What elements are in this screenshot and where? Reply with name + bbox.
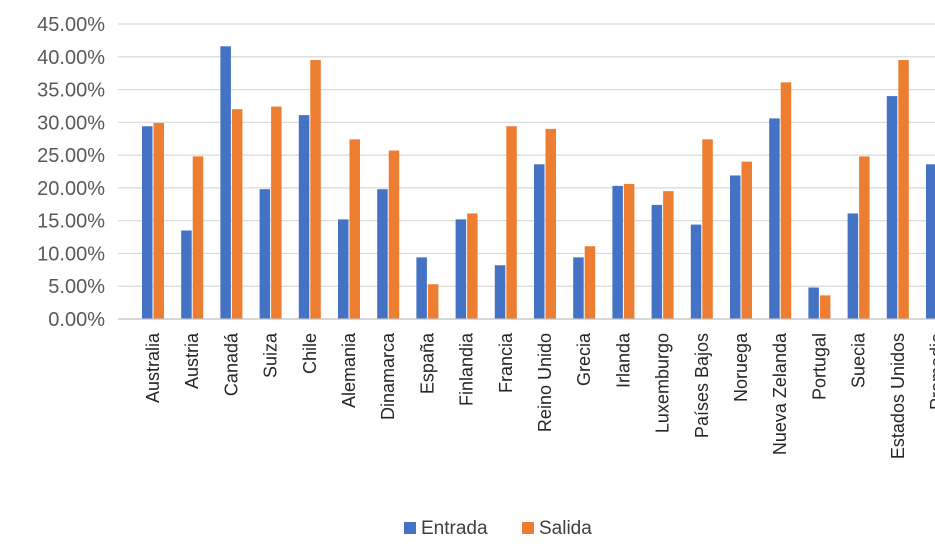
y-tick-label: 20.00% — [37, 178, 105, 200]
bar-salida-7 — [427, 284, 439, 319]
y-tick-label: 25.00% — [37, 145, 105, 167]
x-tick-label: Portugal — [809, 333, 829, 400]
bar-salida-19 — [898, 60, 909, 320]
bar-entrada-10 — [534, 164, 545, 319]
bar-salida-9 — [506, 126, 517, 320]
bar-salida-17 — [819, 295, 831, 319]
x-tick-label: Noruega — [731, 332, 751, 402]
bar-entrada-5 — [338, 219, 349, 319]
y-tick-label: 5.00% — [48, 276, 105, 298]
y-tick-label: 0.00% — [48, 309, 105, 331]
x-tick-label: Suiza — [261, 332, 281, 378]
x-tick-label: España — [417, 332, 437, 394]
x-tick-label: Australia — [143, 332, 163, 403]
x-tick-label: Promedio — [927, 333, 935, 410]
x-tick-label: Reino Unido — [535, 333, 555, 432]
bar-entrada-18 — [847, 213, 859, 319]
bar-salida-13 — [663, 191, 674, 319]
bar-salida-1 — [192, 156, 204, 319]
bar-salida-12 — [623, 183, 635, 319]
bar-entrada-6 — [377, 189, 388, 319]
bar-salida-14 — [702, 139, 713, 319]
bar-entrada-17 — [808, 287, 819, 319]
bar-salida-0 — [153, 122, 164, 319]
x-tick-label: Dinamarca — [378, 332, 398, 420]
y-tick-label: 15.00% — [37, 211, 105, 233]
bar-entrada-7 — [416, 257, 427, 319]
bar-entrada-2 — [220, 46, 231, 320]
bar-salida-4 — [310, 60, 321, 320]
bar-entrada-1 — [181, 230, 192, 319]
bar-salida-6 — [388, 150, 400, 319]
legend-label-salida: Salida — [539, 518, 592, 539]
bar-entrada-3 — [259, 189, 271, 319]
x-tick-label: Francia — [496, 332, 516, 393]
bar-salida-5 — [349, 139, 360, 319]
bar-salida-3 — [271, 106, 282, 319]
bar-entrada-16 — [769, 118, 780, 320]
bar-entrada-11 — [573, 257, 584, 319]
x-tick-label: Grecia — [574, 332, 594, 386]
legend-swatch-entrada — [404, 522, 416, 534]
bar-entrada-8 — [455, 219, 467, 319]
x-tick-label: Suecia — [849, 332, 869, 388]
bar-salida-16 — [780, 82, 792, 319]
bar-entrada-0 — [142, 126, 153, 320]
y-tick-label: 35.00% — [37, 80, 105, 102]
x-tick-label: Estados Unidos — [888, 333, 908, 459]
y-tick-label: 40.00% — [37, 47, 105, 69]
bar-salida-15 — [741, 161, 752, 319]
x-tick-label: Luxemburgo — [653, 333, 673, 433]
x-axis-ticks: Australia Austria Canadá Suiza Chile Alemania… — [143, 332, 935, 459]
x-tick-label: Alemania — [339, 332, 359, 408]
bar-entrada-9 — [494, 265, 506, 319]
bars — [142, 46, 935, 320]
x-tick-label: Finlandia — [457, 332, 477, 406]
bar-entrada-14 — [690, 224, 702, 319]
x-tick-label: Nueva Zelanda — [770, 332, 790, 455]
bar-entrada-12 — [612, 185, 623, 319]
bar-entrada-4 — [298, 115, 310, 319]
y-tick-label: 45.00% — [37, 14, 105, 36]
bar-salida-18 — [859, 156, 870, 319]
gridlines — [118, 23, 935, 287]
x-tick-label: Países Bajos — [692, 333, 712, 438]
legend-swatch-salida — [522, 522, 534, 534]
x-tick-label: Canadá — [221, 332, 241, 396]
y-axis-ticks: 0.00% 5.00% 10.00% 15.00% 20.00% 25.00% 30.00%… — [37, 14, 105, 331]
bar-entrada-20 — [926, 164, 935, 319]
legend-label-entrada: Entrada — [421, 518, 488, 539]
x-tick-label: Chile — [300, 333, 320, 374]
bar-salida-11 — [584, 246, 596, 319]
bar-entrada-15 — [730, 175, 741, 319]
y-tick-label: 30.00% — [37, 112, 105, 134]
legend: Entrada Salida — [404, 518, 592, 539]
x-tick-label: Austria — [182, 332, 202, 389]
bar-salida-2 — [231, 109, 243, 319]
y-tick-label: 10.00% — [37, 243, 105, 265]
bar-entrada-13 — [651, 204, 663, 319]
bar-salida-8 — [467, 213, 478, 319]
bar-salida-10 — [545, 128, 556, 319]
x-tick-label: Irlanda — [613, 332, 633, 388]
bar-entrada-19 — [886, 96, 898, 319]
